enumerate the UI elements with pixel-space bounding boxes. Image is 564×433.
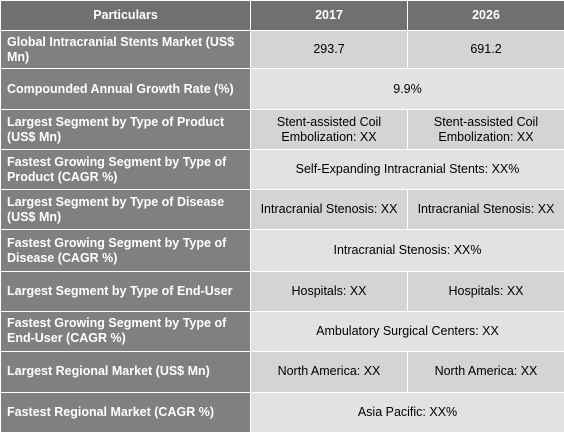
table-row: Fastest Growing Segment by Type of Produ…: [0, 149, 564, 191]
row-label: Largest Regional Market (US$ Mn): [0, 350, 251, 393]
value-2017: Hospitals: XX: [250, 270, 408, 312]
value-combined: Asia Pacific: XX%: [250, 391, 564, 433]
value-combined: Ambulatory Surgical Centers: XX: [250, 310, 564, 352]
value-combined: Self-Expanding Intracranial Stents: XX%: [250, 149, 564, 191]
value-2026: Stent-assisted Coil Embolization: XX: [407, 109, 564, 151]
table-row: Fastest Growing Segment by Type of Disea…: [0, 229, 564, 272]
value-combined: 9.9%: [250, 68, 564, 111]
row-label: Fastest Regional Market (CAGR %): [0, 391, 251, 433]
table-row: Largest Segment by Type of Product (US$ …: [0, 109, 564, 151]
table-header-row: Particulars 2017 2026: [0, 0, 564, 31]
value-2017: North America: XX: [250, 350, 408, 393]
value-2026: 691.2: [407, 29, 564, 70]
value-combined: Intracranial Stenosis: XX%: [250, 229, 564, 272]
table-row: Largest Segment by Type of Disease (US$ …: [0, 189, 564, 231]
table-row: Global Intracranial Stents Market (US$ M…: [0, 29, 564, 70]
row-label: Global Intracranial Stents Market (US$ M…: [0, 29, 251, 70]
row-label: Fastest Growing Segment by Type of Produ…: [0, 149, 251, 191]
row-label: Largest Segment by Type of End-User: [0, 270, 251, 312]
row-label: Fastest Growing Segment by Type of Disea…: [0, 229, 251, 272]
value-2017: 293.7: [250, 29, 408, 70]
table-row: Largest Regional Market (US$ Mn) North A…: [0, 350, 564, 393]
table-row: Fastest Growing Segment by Type of End-U…: [0, 310, 564, 352]
value-2026: North America: XX: [407, 350, 564, 393]
row-label: Largest Segment by Type of Disease (US$ …: [0, 189, 251, 231]
value-2017: Intracranial Stenosis: XX: [250, 189, 408, 231]
table-row: Compounded Annual Growth Rate (%) 9.9%: [0, 68, 564, 111]
header-year-2017: 2017: [250, 0, 408, 31]
row-label: Compounded Annual Growth Rate (%): [0, 68, 251, 111]
row-label: Largest Segment by Type of Product (US$ …: [0, 109, 251, 151]
value-2026: Hospitals: XX: [407, 270, 564, 312]
value-2017: Stent-assisted Coil Embolization: XX: [250, 109, 408, 151]
row-label: Fastest Growing Segment by Type of End-U…: [0, 310, 251, 352]
table-row: Fastest Regional Market (CAGR %) Asia Pa…: [0, 391, 564, 433]
table-row: Largest Segment by Type of End-User Hosp…: [0, 270, 564, 312]
header-year-2026: 2026: [407, 0, 564, 31]
header-particulars: Particulars: [0, 0, 251, 31]
value-2026: Intracranial Stenosis: XX: [407, 189, 564, 231]
